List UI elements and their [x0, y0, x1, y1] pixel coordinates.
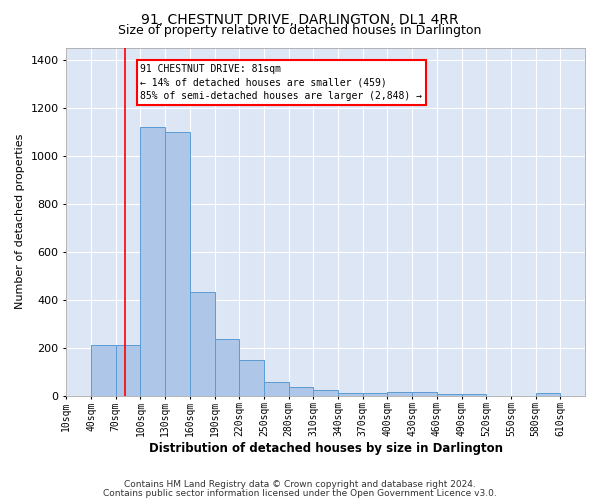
- Text: 91, CHESTNUT DRIVE, DARLINGTON, DL1 4RR: 91, CHESTNUT DRIVE, DARLINGTON, DL1 4RR: [141, 12, 459, 26]
- Bar: [536, 393, 560, 396]
- Bar: [264, 382, 289, 396]
- Bar: [289, 386, 313, 396]
- Bar: [140, 126, 165, 396]
- Text: Size of property relative to detached houses in Darlington: Size of property relative to detached ho…: [118, 24, 482, 37]
- Bar: [461, 394, 486, 396]
- Bar: [239, 360, 264, 396]
- Text: Contains HM Land Registry data © Crown copyright and database right 2024.: Contains HM Land Registry data © Crown c…: [124, 480, 476, 489]
- Bar: [91, 345, 116, 396]
- Bar: [190, 292, 215, 396]
- Bar: [165, 132, 190, 396]
- X-axis label: Distribution of detached houses by size in Darlington: Distribution of detached houses by size …: [149, 442, 503, 455]
- Bar: [313, 390, 338, 396]
- Text: 91 CHESTNUT DRIVE: 81sqm
← 14% of detached houses are smaller (459)
85% of semi-: 91 CHESTNUT DRIVE: 81sqm ← 14% of detach…: [140, 64, 422, 100]
- Bar: [215, 339, 239, 396]
- Bar: [437, 394, 461, 396]
- Bar: [116, 345, 140, 396]
- Bar: [338, 393, 363, 396]
- Bar: [412, 392, 437, 396]
- Text: Contains public sector information licensed under the Open Government Licence v3: Contains public sector information licen…: [103, 488, 497, 498]
- Y-axis label: Number of detached properties: Number of detached properties: [15, 134, 25, 310]
- Bar: [363, 393, 388, 396]
- Bar: [388, 392, 412, 396]
